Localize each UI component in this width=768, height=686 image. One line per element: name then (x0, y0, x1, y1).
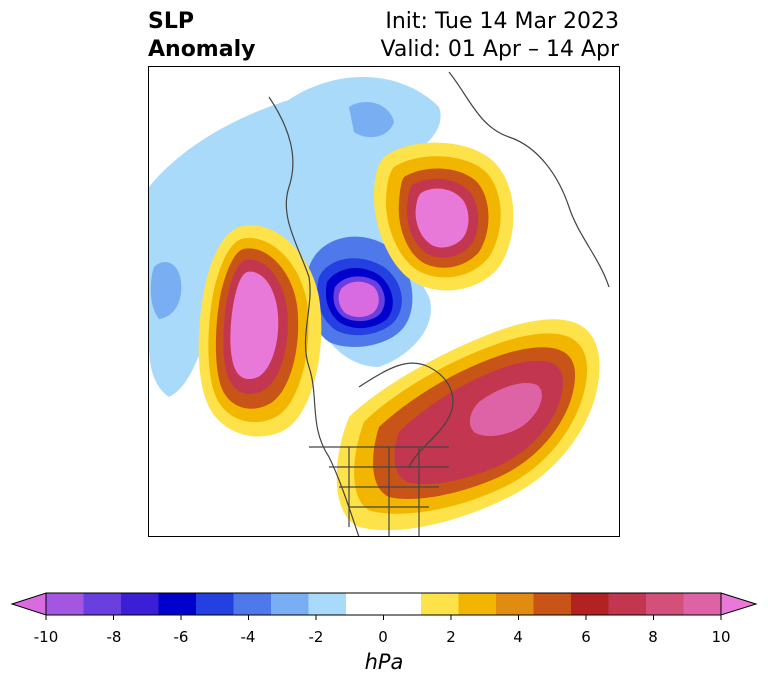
colorbar-swatch (121, 593, 159, 615)
title-left: SLP Anomaly (148, 8, 255, 64)
coastlines (268, 71, 610, 536)
slp-anomaly-map (148, 66, 620, 537)
tick-label: 4 (513, 628, 523, 646)
tick-label: -4 (240, 628, 256, 646)
colorbar-swatch (158, 593, 197, 615)
tick-label: -2 (308, 628, 324, 646)
contour-pos-10-pacific (230, 271, 279, 380)
init-date: Init: Tue 14 Mar 2023 (385, 9, 619, 34)
contour-neg-blue-arctic (349, 102, 394, 138)
colorbar-swatch (233, 593, 272, 615)
tick-label: 2 (446, 628, 456, 646)
colorbar-swatch (646, 593, 684, 615)
colorbar (10, 592, 758, 620)
colorbar-swatch (421, 593, 459, 615)
tick-label: -10 (33, 628, 59, 646)
tick-label: -8 (106, 628, 122, 646)
colorbar-swatch (683, 593, 722, 615)
title-line-slp: SLP (148, 9, 194, 34)
tick-label: 8 (648, 628, 658, 646)
contour-neg-blue-west (150, 262, 182, 319)
contour-neg-10 (338, 281, 379, 318)
tick-label: -6 (173, 628, 189, 646)
colorbar-swatch (308, 593, 347, 615)
colorbar-swatch (608, 593, 647, 615)
tick-label: 6 (581, 628, 591, 646)
colorbar-swatch (533, 593, 572, 615)
colorbar-extend-min (10, 592, 47, 616)
valid-range: Valid: 01 Apr – 14 Apr (380, 37, 620, 62)
colorbar-swatch (83, 593, 122, 615)
colorbar-swatch (571, 593, 609, 615)
title-right: Init: Tue 14 Mar 2023 Valid: 01 Apr – 14… (381, 8, 620, 64)
map-canvas (149, 71, 610, 536)
colorbar-unit: hPa (364, 650, 404, 674)
colorbar-swatch (458, 593, 497, 615)
title-line-anomaly: Anomaly (148, 37, 256, 62)
colorbar-extend-max (720, 592, 758, 616)
contour-pos-10-greenland (415, 188, 469, 248)
colorbar-swatch (46, 593, 84, 615)
contour-pos-10-atlantic (469, 382, 542, 437)
colorbar-swatch (346, 593, 384, 615)
colorbar-swatch (271, 593, 309, 615)
tick-label: 0 (378, 628, 388, 646)
colorbar-swatch (496, 593, 534, 615)
tick-label: 10 (711, 628, 731, 646)
colorbar-swatch (196, 593, 234, 615)
colorbar-swatch (383, 593, 422, 615)
